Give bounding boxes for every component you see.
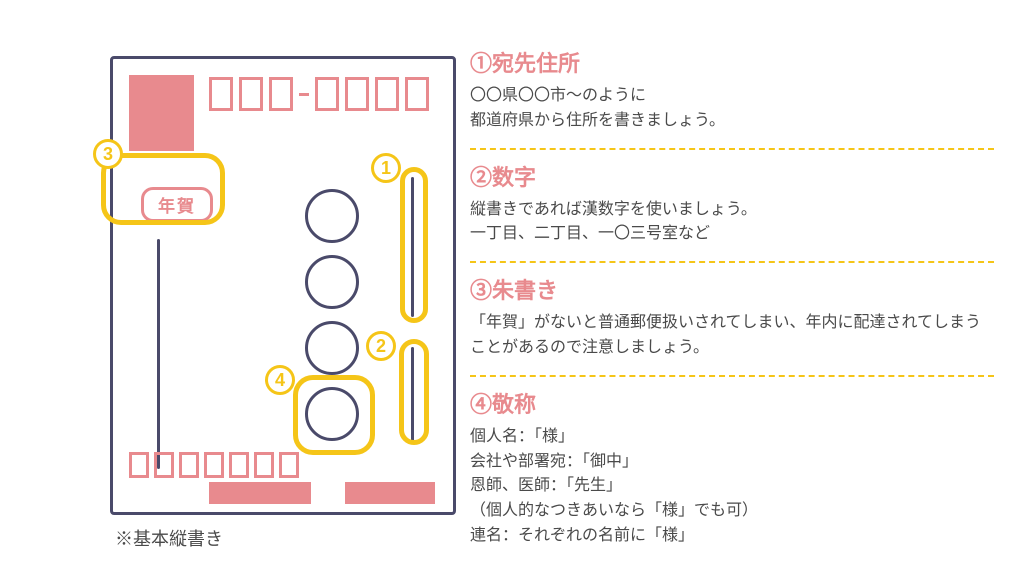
callout-badge-1: 1 xyxy=(371,153,401,183)
callout-box-3 xyxy=(101,153,225,225)
postal-box xyxy=(375,77,399,111)
diagram-panel: 年賀 1 2 3 4 ※基本縦書き xyxy=(0,0,450,579)
section-title: ③朱書き xyxy=(470,273,994,305)
callout-badge-4: 4 xyxy=(265,365,295,395)
callout-badge-3: 3 xyxy=(93,139,123,169)
postal-box-small xyxy=(279,452,299,478)
postal-box xyxy=(209,77,233,111)
section-body: 〇〇県〇〇市〜のように 都道府県から住所を書きましょう。 xyxy=(470,84,994,134)
section-title: ④敬称 xyxy=(470,387,994,419)
postal-dash xyxy=(299,93,309,96)
section-title: ①宛先住所 xyxy=(470,46,994,78)
legend-panel: ①宛先住所〇〇県〇〇市〜のように 都道府県から住所を書きましょう。 ②数字縦書きで… xyxy=(450,0,1024,579)
section-title: ②数字 xyxy=(470,160,994,192)
name-circle xyxy=(305,321,359,375)
section-body: 個人名：「様」 会社や部署宛：「御中」 恩師、医師：「先生」 （個人的なつきあい… xyxy=(470,425,994,549)
postal-code-bottom xyxy=(129,452,299,478)
callout-badge-2: 2 xyxy=(366,331,396,361)
postal-box-small xyxy=(129,452,149,478)
callout-num: 4 xyxy=(275,370,285,391)
legend-section: ①宛先住所〇〇県〇〇市〜のように 都道府県から住所を書きましょう。 xyxy=(470,46,994,142)
postal-box xyxy=(239,77,263,111)
callout-num: 2 xyxy=(376,336,386,357)
bottom-bar xyxy=(209,482,311,504)
postal-box xyxy=(405,77,429,111)
name-circle xyxy=(305,189,359,243)
postal-box xyxy=(315,77,339,111)
callout-num: 3 xyxy=(103,144,113,165)
section-divider xyxy=(470,148,994,150)
postal-box-small xyxy=(179,452,199,478)
diagram-caption: ※基本縦書き xyxy=(115,525,223,551)
bottom-bar xyxy=(345,482,435,504)
section-body: 「年賀」がないと普通郵便扱いされてしまい、年内に配達されてしまうことがあるので注… xyxy=(470,311,994,361)
section-divider xyxy=(470,375,994,377)
callout-num: 1 xyxy=(381,158,391,179)
sender-line xyxy=(157,239,160,469)
section-divider xyxy=(470,261,994,263)
name-circle xyxy=(305,255,359,309)
page-root: 年賀 1 2 3 4 ※基本縦書き ①宛先住所〇〇県〇〇市〜のように 都道府県か… xyxy=(0,0,1024,579)
stamp-box xyxy=(129,75,194,151)
callout-box-2 xyxy=(399,339,429,445)
postal-box xyxy=(345,77,369,111)
postal-box-small xyxy=(154,452,174,478)
postal-box xyxy=(269,77,293,111)
section-body: 縦書きであれば漢数字を使いましょう。 一丁目、二丁目、一〇三号室など xyxy=(470,198,994,248)
callout-box-1 xyxy=(400,167,428,323)
postal-box-small xyxy=(204,452,224,478)
postal-code-top xyxy=(209,77,429,111)
legend-section: ③朱書き「年賀」がないと普通郵便扱いされてしまい、年内に配達されてしまうことがあ… xyxy=(470,273,994,369)
postal-box-small xyxy=(254,452,274,478)
legend-section: ④敬称個人名：「様」 会社や部署宛：「御中」 恩師、医師：「先生」 （個人的なつ… xyxy=(470,387,994,557)
legend-section: ②数字縦書きであれば漢数字を使いましょう。 一丁目、二丁目、一〇三号室など xyxy=(470,160,994,256)
postal-box-small xyxy=(229,452,249,478)
callout-box-4 xyxy=(293,375,375,455)
postcard-outline: 年賀 1 2 3 4 xyxy=(110,56,456,515)
